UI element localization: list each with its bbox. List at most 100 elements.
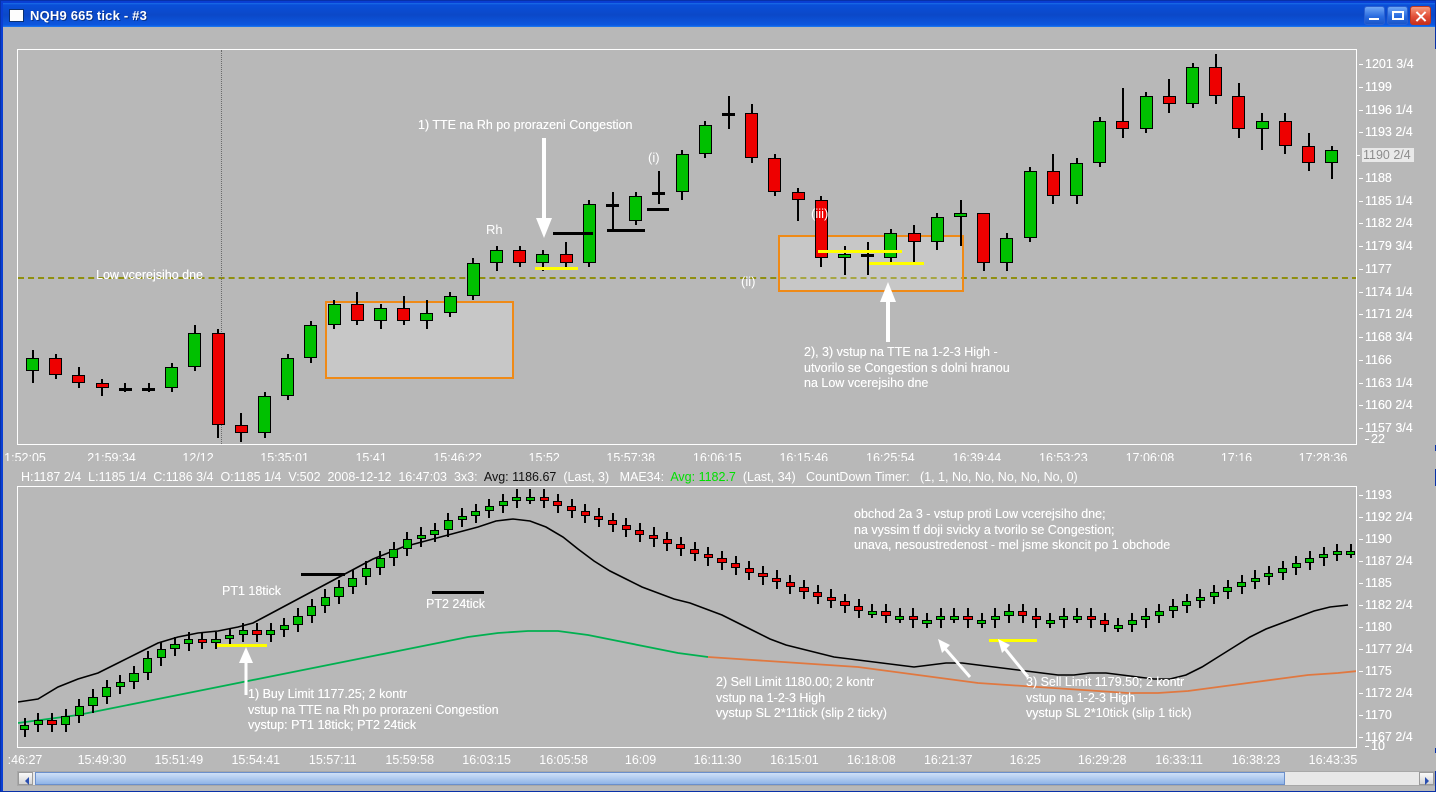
candle [1162,50,1176,444]
candle-body [211,333,225,426]
bottom-chart-panel: H:1187 2/4 L:1185 1/4 C:1186 3/4 O:1185 … [3,461,1436,791]
candle [1250,487,1260,747]
candle-body [258,395,271,434]
ma-fast-line [18,518,1349,703]
candle-body [1291,563,1301,568]
price-tick: 1157 3/4 [1359,421,1413,435]
candle [722,50,735,444]
bottom-plot-area[interactable]: obchod 2a 3 - vstup proti Low vcerejsiho… [17,486,1357,748]
candle-body [1154,610,1165,616]
label-wave-i: (i) [648,150,660,165]
time-tick: 16:43:35 [1308,753,1358,767]
close-button[interactable] [1410,5,1431,25]
candle [471,487,481,747]
top-plot-area[interactable]: Rh (i) (ii) (iii) Low vcerejsiho dne 1) … [17,49,1357,445]
candle-body [334,587,344,597]
bottom-doji-marker-2 [432,591,484,594]
rh-label: Rh [486,222,503,237]
candle-wick [843,245,846,276]
candle [607,487,618,747]
candle-body [1000,237,1014,263]
candle [840,487,850,747]
candle-body [512,496,522,502]
candle-body [1045,620,1055,625]
top-note-1: 1) TTE na Rh po prorazeni Congestion [418,118,633,132]
candle [1072,487,1083,747]
minimize-button[interactable] [1364,5,1385,25]
candle-body [813,591,823,597]
candle [566,487,577,747]
candle-body [949,615,959,620]
time-tick: :46:27 [7,753,43,767]
candle-body [513,250,527,263]
bottom-time-axis[interactable]: :46:27 15:49:30 15:51:49 15:54:41 15:57:11 15… [3,753,1436,771]
candle [922,487,932,747]
candle-body [1209,66,1223,96]
trade-note-3: 3) Sell Limit 1179.50; 2 kontr vstup na … [1026,675,1192,720]
candle-body [1346,551,1356,556]
candle-body [1093,120,1107,163]
bottom-entry-line-2 [989,639,1037,642]
candle-body [498,501,508,507]
time-tick: 16:29:28 [1077,753,1127,767]
candle-body [525,496,536,501]
candle-body [1332,551,1342,556]
candle [1236,487,1247,747]
candle-body [884,233,898,259]
candle-body [1168,606,1178,611]
candle [26,50,39,444]
candle [320,487,330,747]
bottom-scroll-thumb[interactable] [35,772,1285,785]
window-title: NQH9 665 tick - #3 [30,7,148,23]
candle [1232,50,1246,444]
candle [156,487,166,747]
candle [768,50,782,444]
candle [954,50,967,444]
time-tick: 16:33:11 [1155,753,1203,767]
doji-body [652,191,666,195]
bottom-price-axis[interactable]: 1193 1192 2/4 1190 1187 2/4 1185 1182 2/4 1180… [1359,486,1436,753]
candle-body [745,112,759,159]
candle-body [375,558,385,568]
candle-body [457,515,467,521]
candle [95,50,109,444]
candle-wick [1121,87,1124,138]
candle-body [420,312,434,321]
candle [512,487,522,747]
candle-body [471,510,481,516]
candle [61,487,71,747]
candle-body [826,596,836,602]
price-tick: 1160 2/4 [1359,398,1413,413]
candle [238,487,248,747]
candle [838,50,851,444]
candle-body [1031,615,1041,621]
candle [443,50,457,444]
candle [1023,50,1037,444]
candle-body [211,639,221,644]
candle-body [490,250,503,263]
pt1-label: PT1 18tick [222,584,282,598]
candle-body [768,158,782,192]
candle-body [539,496,549,502]
bottom-horizontal-scrollbar[interactable] [17,771,1435,786]
candle-body [1182,601,1192,607]
candle-body [350,304,364,321]
candle [977,487,987,747]
candle [861,50,875,444]
maximize-button[interactable] [1387,5,1408,25]
candle [703,487,713,747]
candle-body [799,587,809,592]
candle-body [143,658,153,673]
top-price-axis[interactable]: 1201 3/4 1199 1196 1/4 1193 2/4 1190 2/4 1188… [1356,49,1436,446]
candle [799,487,809,747]
time-tick: 15:59:58 [385,753,435,767]
bottom-scroll-right-icon[interactable] [1419,772,1434,785]
candle [307,487,317,747]
candle [258,50,271,444]
candle [225,487,235,747]
candle-wick [565,241,568,267]
bottom-scroll-left-icon[interactable] [18,772,33,785]
prior-day-low-line [18,277,1356,279]
price-tick: 1177 [1359,261,1392,276]
price-tick: 1163 1/4 [1359,375,1413,390]
